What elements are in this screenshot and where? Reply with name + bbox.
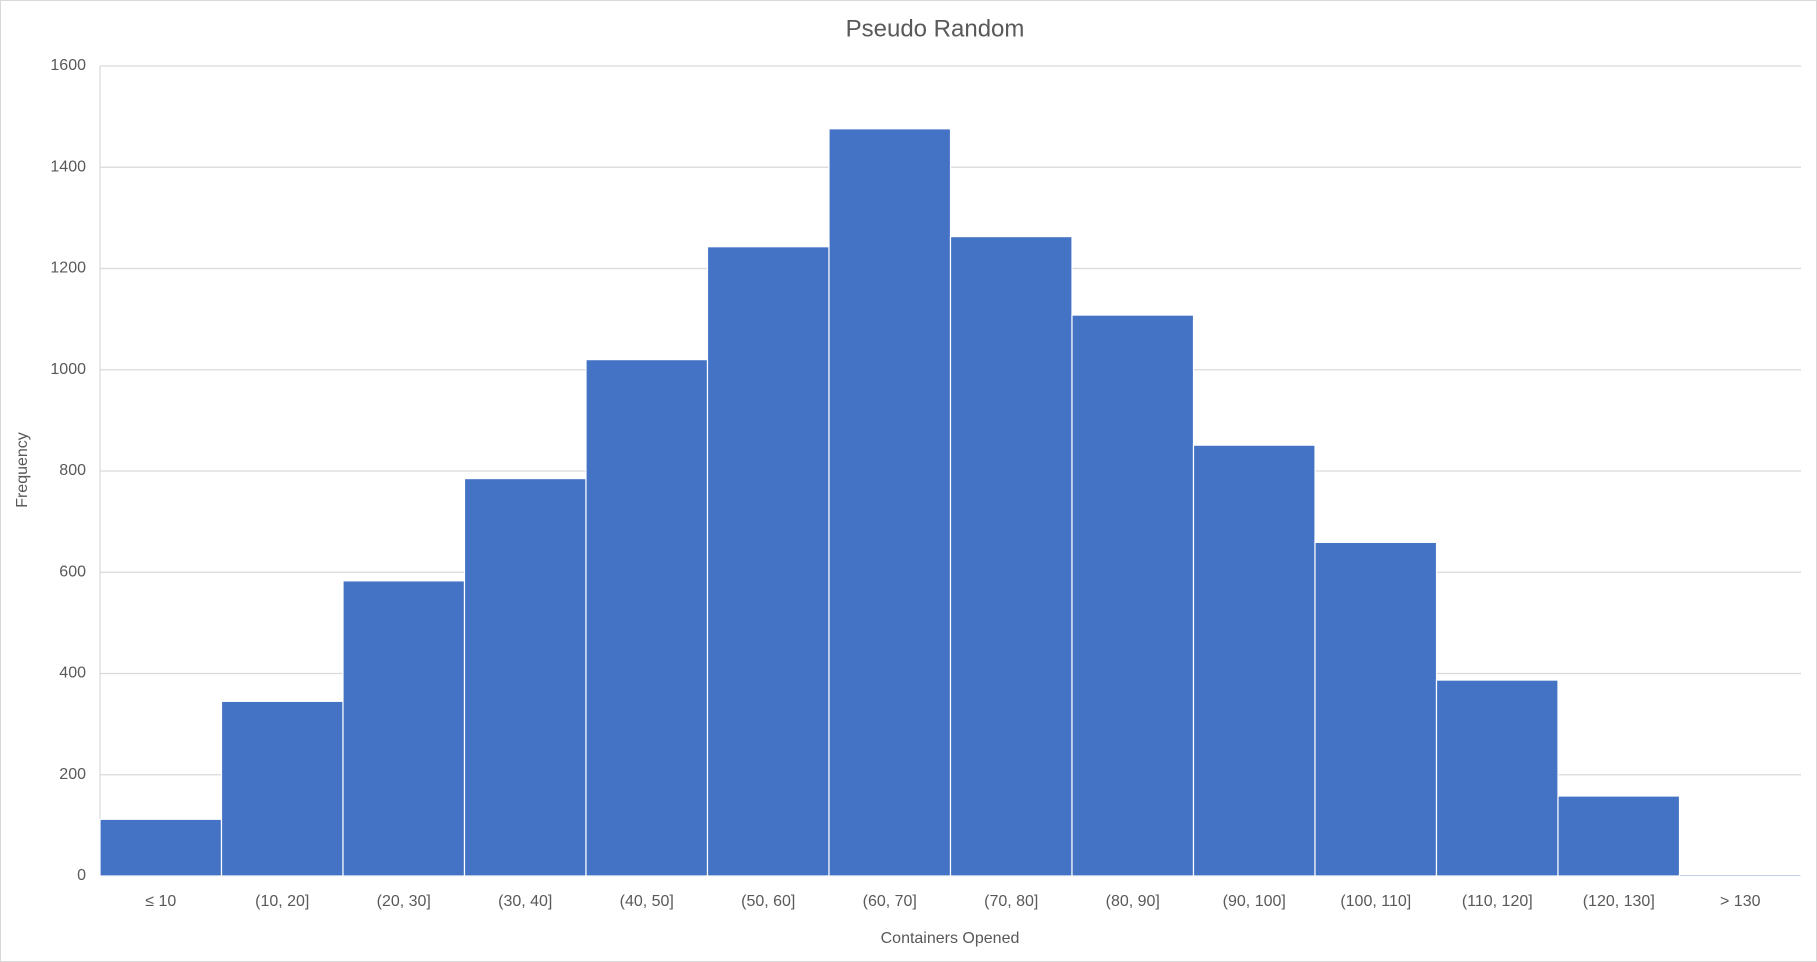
x-tick-label: (60, 70] xyxy=(863,893,917,910)
x-tick-label: (90, 100] xyxy=(1223,893,1286,910)
x-axis-title: Containers Opened xyxy=(881,930,1020,947)
bar xyxy=(1192,444,1316,877)
x-tick-label: (30, 40] xyxy=(498,893,552,910)
bar xyxy=(706,246,830,877)
y-tick-label: 800 xyxy=(59,462,86,479)
x-tick-label: (80, 90] xyxy=(1106,893,1160,910)
bar xyxy=(949,236,1073,877)
y-tick-label: 0 xyxy=(77,867,86,884)
x-tick-label: (10, 20] xyxy=(255,893,309,910)
bar xyxy=(585,359,709,877)
bar xyxy=(1071,314,1195,877)
x-tick-label: (40, 50] xyxy=(620,893,674,910)
x-tick-label: (110, 120] xyxy=(1462,893,1533,910)
chart-title: Pseudo Random xyxy=(846,15,1025,42)
y-tick-label: 600 xyxy=(59,563,86,580)
y-tick-label: 200 xyxy=(59,766,86,783)
x-tick-label: (120, 130] xyxy=(1583,893,1655,910)
bar xyxy=(1435,679,1559,877)
y-tick-label: 1200 xyxy=(50,260,86,277)
y-tick-label: 1400 xyxy=(50,158,86,175)
y-axis-title: Frequency xyxy=(14,432,31,508)
x-tick-label: (20, 30] xyxy=(377,893,431,910)
x-tick-label: ≤ 10 xyxy=(145,893,176,910)
bar xyxy=(828,128,952,877)
bar xyxy=(99,818,223,877)
bar xyxy=(342,580,466,877)
x-tick-label: (50, 60] xyxy=(741,893,795,910)
bar xyxy=(220,700,344,877)
x-tick-label: (100, 110] xyxy=(1340,893,1411,910)
bar xyxy=(463,477,587,877)
y-tick-label: 400 xyxy=(59,665,86,682)
x-tick-label: (70, 80] xyxy=(984,893,1038,910)
bar xyxy=(1678,873,1802,877)
y-tick-label: 1600 xyxy=(50,57,86,74)
y-tick-label: 1000 xyxy=(50,361,86,378)
x-tick-label: > 130 xyxy=(1720,893,1761,910)
bar xyxy=(1314,541,1438,877)
bar xyxy=(1557,795,1681,877)
